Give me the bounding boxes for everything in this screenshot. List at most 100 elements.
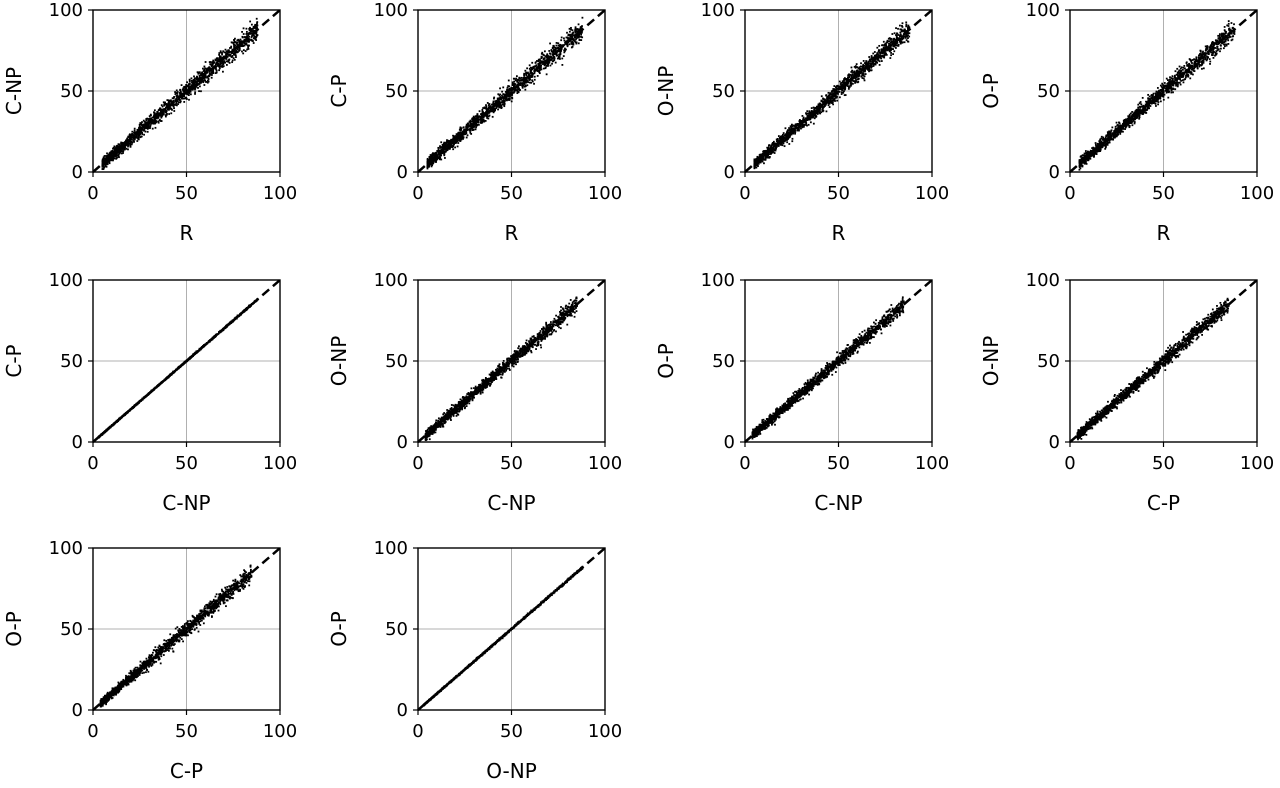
scatter-point [534, 65, 537, 68]
x-tick-label: 50 [500, 183, 523, 204]
scatter-point [557, 57, 560, 60]
scatter-point [431, 164, 434, 167]
scatter-point [474, 115, 477, 118]
scatter-point [437, 153, 439, 156]
scatter-point [574, 29, 577, 32]
scatter-point [556, 54, 559, 57]
scatter-point [471, 129, 474, 132]
scatter-point [116, 156, 118, 159]
scatter-point [153, 115, 156, 118]
scatter-point [861, 65, 864, 68]
scatter-point [565, 43, 567, 46]
scatter-point [789, 128, 791, 131]
scatter-point [501, 94, 503, 97]
scatter-point [551, 50, 554, 53]
scatter-point [575, 41, 578, 44]
scatter-point [533, 82, 535, 85]
scatter-point [126, 139, 129, 142]
scatter-point [577, 42, 580, 45]
scatter-point [153, 120, 156, 123]
scatter-point [565, 36, 568, 39]
scatter-point [238, 42, 241, 45]
scatter-point [221, 52, 223, 54]
scatter-point [171, 108, 173, 111]
scatter-point [171, 97, 174, 100]
scatter-point [558, 56, 561, 58]
scatter-point [498, 98, 500, 101]
scatter-point [240, 40, 243, 43]
scatter-point [454, 146, 456, 149]
scatter-point [855, 63, 858, 66]
scatter-point [202, 70, 205, 72]
scatter-point [870, 69, 873, 72]
scatter-point [786, 141, 789, 144]
scatter-point [148, 115, 151, 118]
scatter-point [199, 81, 201, 84]
scatter-point [818, 110, 820, 113]
scatter-point [146, 130, 149, 133]
scatter-point [559, 58, 561, 60]
scatter-point [854, 66, 857, 69]
scatter-point [243, 42, 246, 45]
scatter-point [251, 27, 254, 30]
scatter-point [513, 82, 516, 85]
scatter-point [854, 80, 857, 83]
scatter-points [101, 17, 259, 171]
scatter-point [122, 145, 124, 148]
scatter-point [247, 39, 249, 42]
scatter-point [127, 145, 129, 148]
scatter-point [245, 43, 248, 46]
scatter-point [109, 154, 112, 157]
scatter-point [234, 54, 237, 57]
scatter-point [1184, 67, 1186, 70]
scatter-point [208, 66, 211, 69]
scatter-point [225, 64, 228, 66]
scatter-point [138, 128, 141, 131]
scatter-point [775, 146, 778, 148]
scatter-point [452, 148, 455, 151]
scatter-point [836, 99, 839, 102]
scatter-point [568, 37, 570, 40]
scatter-point [569, 35, 572, 38]
scatter-point [228, 51, 230, 54]
scatter-point [196, 78, 199, 81]
scatter-point [204, 79, 207, 82]
scatter-point [120, 150, 123, 153]
scatter-point [516, 90, 519, 93]
scatter-point [117, 153, 120, 156]
scatter-point [102, 163, 105, 166]
scatter-point [528, 64, 531, 67]
scatter-point [521, 83, 524, 86]
scatter-point [207, 69, 210, 72]
scatter-point [825, 99, 828, 102]
scatter-point [510, 93, 513, 96]
scatter-point [894, 47, 897, 49]
scatter-point [545, 56, 548, 59]
scatter-point [460, 137, 463, 139]
scatter-point [458, 131, 460, 134]
scatter-point [227, 51, 229, 54]
scatter-point [851, 73, 854, 76]
scatter-point [890, 54, 892, 57]
scatter-point [474, 128, 477, 131]
x-tick-label: 0 [87, 183, 98, 204]
scatter-point [218, 58, 221, 61]
scatter-point [460, 138, 463, 141]
scatter-point [194, 84, 197, 87]
scatter-point [149, 119, 151, 122]
scatter-point [186, 84, 189, 87]
scatter-point [256, 24, 259, 27]
scatter-point [139, 122, 142, 124]
scatter-point [856, 81, 859, 84]
scatter-point [808, 110, 811, 113]
scatter-point [560, 39, 563, 42]
scatter-point [437, 157, 440, 159]
scatter-point [893, 37, 895, 40]
scatter-point [499, 93, 502, 96]
scatter-point [204, 75, 207, 78]
scatter-point [905, 25, 908, 28]
scatter-point [761, 160, 764, 163]
scatter-point [862, 74, 865, 77]
scatter-point [475, 117, 478, 120]
scatter-point [253, 35, 256, 38]
